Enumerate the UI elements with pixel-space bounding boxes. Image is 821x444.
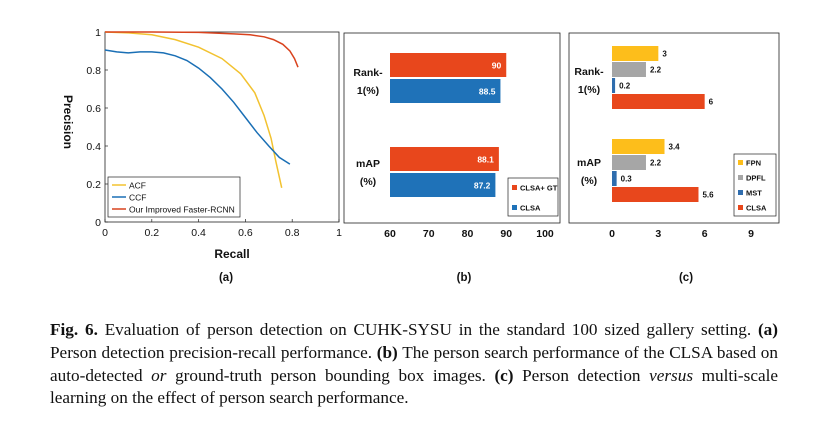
category-label: Rank-	[574, 66, 604, 78]
bar	[390, 79, 501, 103]
bar	[612, 171, 617, 186]
data-label: 88.5	[479, 87, 496, 97]
bar	[612, 94, 705, 109]
data-label: 5.6	[702, 191, 714, 200]
y-tick-label: 1	[95, 27, 101, 39]
legend-entry: ACF	[129, 181, 146, 191]
legend-swatch	[512, 185, 517, 190]
y-tick-label: 0.6	[86, 103, 101, 115]
legend-entry: DPFL	[746, 174, 766, 183]
plot-frame	[104, 31, 340, 223]
data-label: 3	[662, 50, 667, 59]
caption-text-5: Person detection	[513, 365, 650, 385]
legend-entry: FPN	[746, 159, 761, 168]
data-label: 6	[709, 98, 714, 107]
x-tick-label: 6	[702, 228, 708, 240]
panel-a-precision-recall-chart: 0 0.2 0.4 0.6 0.8 1 0 0.2 0.4 0.6 0.8 1 Recall Precis…	[61, 27, 342, 284]
x-tick-label: 70	[423, 228, 435, 240]
bar	[390, 147, 499, 171]
plot-frame	[343, 32, 561, 224]
caption-c-label: (c)	[494, 365, 514, 385]
bar	[612, 62, 646, 77]
panel-label: (c)	[679, 272, 693, 284]
bar	[390, 53, 507, 77]
panel-c-multiscale-bar-chart: 0 3 6 9Rank-1(%)mAP(%)32.20.263.42.20.35.6F…	[568, 32, 780, 284]
data-label: 88.1	[477, 155, 494, 165]
bar	[612, 46, 659, 61]
category-label: (%)	[581, 175, 597, 187]
data-label: 87.2	[474, 181, 491, 191]
x-tick-label: 3	[655, 228, 661, 240]
figure-caption: Fig. 6. Evaluation of person detection o…	[50, 319, 778, 410]
legend-entry: CLSA	[746, 204, 767, 213]
x-tick-label: 60	[384, 228, 396, 240]
panel-label: (b)	[457, 272, 472, 284]
legend-entry: CLSA+ GT	[520, 184, 558, 193]
x-tick-label: 0.2	[144, 227, 159, 239]
caption-text-3: The person search performance of the CLS…	[50, 342, 778, 385]
x-tick-label: 100	[536, 228, 554, 240]
caption-text-2: Person detection precision-recall perfor…	[50, 342, 377, 362]
data-label: 0.2	[619, 82, 631, 91]
bar	[612, 78, 616, 93]
y-tick-label: 0.8	[86, 65, 101, 77]
legend-entry: CCF	[129, 193, 146, 203]
data-label: 2.2	[650, 66, 662, 75]
bar	[612, 139, 665, 154]
plot-frame	[568, 32, 780, 224]
data-label: 90	[492, 61, 502, 71]
caption-text-6: multi-scale learning on the effect of pe…	[50, 365, 778, 408]
bar	[612, 155, 646, 170]
x-tick-label: 9	[748, 228, 754, 240]
legend-swatch	[738, 205, 743, 210]
legend-swatch	[512, 205, 517, 210]
x-tick-label: 80	[462, 228, 474, 240]
x-tick-label: 0.6	[238, 227, 253, 239]
category-label: Rank-	[353, 67, 383, 79]
caption-label: Fig. 6.	[50, 320, 98, 339]
caption-b-label: (b)	[376, 342, 398, 362]
series-line	[105, 31, 299, 68]
x-tick-label: 0.4	[191, 227, 206, 239]
x-tick-label: 0.8	[285, 227, 300, 239]
legend-entry: CLSA	[520, 204, 541, 213]
legend-box	[107, 176, 241, 218]
caption-or-word: or	[151, 365, 167, 385]
legend-entry: MST	[746, 189, 762, 198]
legend-entry: Our Improved Faster-RCNN	[129, 205, 235, 215]
legend-swatch	[738, 175, 743, 180]
bar	[612, 187, 699, 202]
x-tick-label: 90	[500, 228, 512, 240]
y-tick-label: 0	[95, 217, 101, 229]
y-tick-label: 0.4	[86, 141, 101, 153]
figure: 0 0.2 0.4 0.6 0.8 1 0 0.2 0.4 0.6 0.8 1 Recall Precis…	[61, 27, 780, 284]
series-line	[104, 49, 291, 165]
data-label: 3.4	[669, 143, 681, 152]
x-tick-label: 1	[336, 227, 342, 239]
bar	[390, 173, 496, 197]
caption-versus-word: versus	[649, 365, 694, 385]
category-label: 1(%)	[578, 84, 600, 96]
category-label: (%)	[360, 176, 376, 188]
data-label: 2.2	[650, 159, 662, 168]
legend-swatch	[738, 160, 743, 165]
legend-swatch	[738, 190, 743, 195]
panel-b-clsa-bar-chart: 60 70 80 90 100 Rank- 1(%) mAP (%) 90 88.5 88.1 87.2…	[343, 32, 561, 284]
category-label: mAP	[356, 158, 380, 170]
x-axis-label: Recall	[214, 247, 249, 261]
x-tick-label: 0	[102, 227, 108, 239]
caption-text-4: ground-truth person bounding box images.	[166, 365, 495, 385]
y-axis-label: Precision	[61, 95, 75, 149]
x-tick-label: 0	[609, 228, 615, 240]
category-label: 1(%)	[357, 85, 379, 97]
caption-text-1: Evaluation of person detection on CUHK-S…	[97, 320, 758, 339]
panel-label: (a)	[219, 272, 233, 284]
series-line	[104, 31, 283, 188]
data-label: 0.3	[621, 175, 633, 184]
caption-a-label: (a)	[757, 320, 778, 339]
y-tick-label: 0.2	[86, 179, 101, 191]
category-label: mAP	[577, 157, 601, 169]
